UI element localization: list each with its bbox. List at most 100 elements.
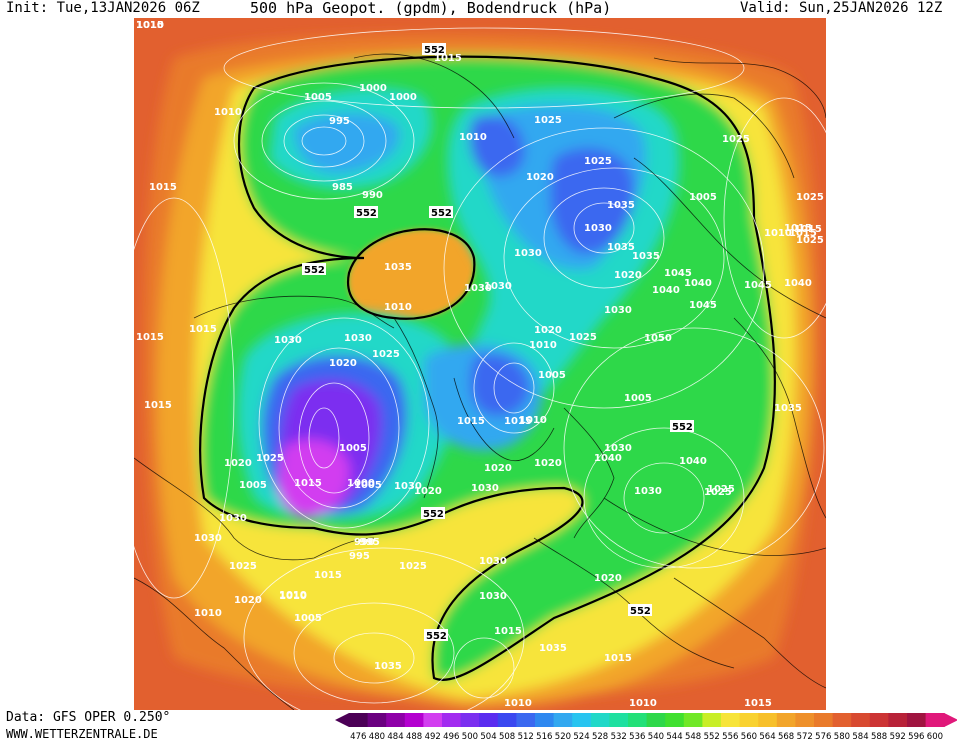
scale-tick-label: 600	[927, 732, 943, 741]
contour-552-tongue	[347, 228, 476, 320]
scale-tick-label: 536	[629, 732, 645, 741]
scale-swatch	[553, 713, 573, 727]
isobar-label: 1020	[534, 325, 562, 336]
isobar-label: 1010	[136, 20, 164, 31]
scale-tick-label: 488	[406, 732, 422, 741]
scale-tick-label: 580	[834, 732, 850, 741]
scale-swatch	[888, 713, 908, 727]
isobar-label: 1010	[194, 608, 222, 619]
isobar-label: 1015	[294, 478, 322, 489]
data-source-label: Data: GFS OPER 0.250°	[6, 710, 171, 725]
isobar-label: 1020	[526, 172, 554, 183]
isobar-label: 1045	[664, 268, 692, 279]
scale-swatch	[814, 713, 834, 727]
scale-tick-label: 584	[852, 732, 868, 741]
isobar-label: 1035	[774, 403, 802, 414]
isobar-label: 1035	[607, 242, 635, 253]
isobar-label: 1030	[464, 283, 492, 294]
scale-tick-label: 568	[778, 732, 794, 741]
scale-tick-label: 540	[648, 732, 664, 741]
isobar-label: 1015	[457, 416, 485, 427]
isobar-label: 985	[332, 182, 353, 193]
isobar-label: 1035	[607, 200, 635, 211]
isobar-label: 1015	[494, 626, 522, 637]
contour-552-label: 552	[356, 208, 377, 219]
scale-tick-label: 576	[815, 732, 831, 741]
isobar-label: 1030	[344, 333, 372, 344]
scale-swatch	[795, 713, 815, 727]
scale-swatch	[590, 713, 610, 727]
isobar-label: 1015	[314, 570, 342, 581]
scale-arrow-left	[335, 713, 349, 727]
scale-tick-label: 552	[704, 732, 720, 741]
isobar-label: 1015	[189, 324, 217, 335]
scale-tick-label: 532	[611, 732, 627, 741]
isobar-label: 1040	[684, 278, 712, 289]
contour-552-label: 552	[431, 208, 452, 219]
isobar-label: 995	[349, 551, 370, 562]
isobar-label: 1030	[471, 483, 499, 494]
contour-552-label: 552	[424, 45, 445, 56]
isobar-label: 1000	[359, 83, 387, 94]
scale-tick-label: 524	[573, 732, 589, 741]
isobar-label: 1040	[679, 456, 707, 467]
scale-tick-label: 492	[425, 732, 441, 741]
scale-swatch	[721, 713, 741, 727]
scale-swatch	[572, 713, 592, 727]
scale-tick-label: 556	[722, 732, 738, 741]
website-label: WWW.WETTERZENTRALE.DE	[6, 727, 158, 741]
weather-map: 1015 1005 1000 1000 995 1010 1015 1005 1015 1020 1…	[134, 18, 826, 710]
isobar-label: 1005	[624, 393, 652, 404]
scale-tick-label: 520	[555, 732, 571, 741]
scale-tick-label: 496	[443, 732, 459, 741]
isobar-label: 1030	[394, 481, 422, 492]
isobar-label: 1035	[539, 643, 567, 654]
scale-swatch	[925, 713, 945, 727]
scale-tick-label: 480	[369, 732, 385, 741]
scale-tick-label: 512	[518, 732, 534, 741]
isobar-label: 1030	[634, 486, 662, 497]
isobar-label: 1020	[534, 458, 562, 469]
isobar-label: 1005	[239, 480, 267, 491]
scale-tick-label: 504	[480, 732, 496, 741]
contour-552-label: 552	[304, 265, 325, 276]
isobar-label: 1025	[372, 349, 400, 360]
scale-swatch	[349, 713, 369, 727]
isobar-label: 1015	[744, 698, 772, 709]
color-scale-bar: 476 480 484 488 492 496 500 504 508 512 516 520 524 5…	[335, 713, 957, 741]
isobar-label: 1005	[339, 443, 367, 454]
scale-swatch	[683, 713, 703, 727]
scale-swatch	[460, 713, 480, 727]
isobar-label: 1020	[329, 358, 357, 369]
scale-tick-label: 528	[592, 732, 608, 741]
isobar-label: 1000	[389, 92, 417, 103]
isobar-label: 1015	[784, 223, 812, 234]
scale-swatch	[776, 713, 796, 727]
scale-swatch	[497, 713, 517, 727]
isobar-label: 1050	[644, 333, 672, 344]
isobar-label: 1025	[229, 561, 257, 572]
scale-tick-label: 592	[890, 732, 906, 741]
scale-tick-label: 476	[350, 732, 366, 741]
scale-tick-label: 596	[908, 732, 924, 741]
isobar-label: 1005	[538, 370, 566, 381]
color-scale: 476 480 484 488 492 496 500 504 508 512 516 520 524 5…	[335, 713, 957, 741]
isobar-label: 1010	[384, 302, 412, 313]
scale-swatch	[851, 713, 871, 727]
contour-label-box	[354, 206, 378, 218]
isobar-label: 1030	[479, 591, 507, 602]
isobar-label: 1030	[584, 223, 612, 234]
blue-arctic-north	[469, 115, 525, 177]
isobar-label: 1020	[224, 458, 252, 469]
isobar-label: 1030	[274, 335, 302, 346]
isobar-label: 1010	[136, 20, 164, 31]
scale-swatch	[386, 713, 406, 727]
isobar-label: 995	[329, 116, 350, 127]
scale-tick-label: 500	[462, 732, 478, 741]
isobar-label: 1045	[689, 300, 717, 311]
scale-swatch	[646, 713, 666, 727]
isobar-label: 1030	[514, 248, 542, 259]
contour-552-label: 552	[423, 509, 444, 520]
